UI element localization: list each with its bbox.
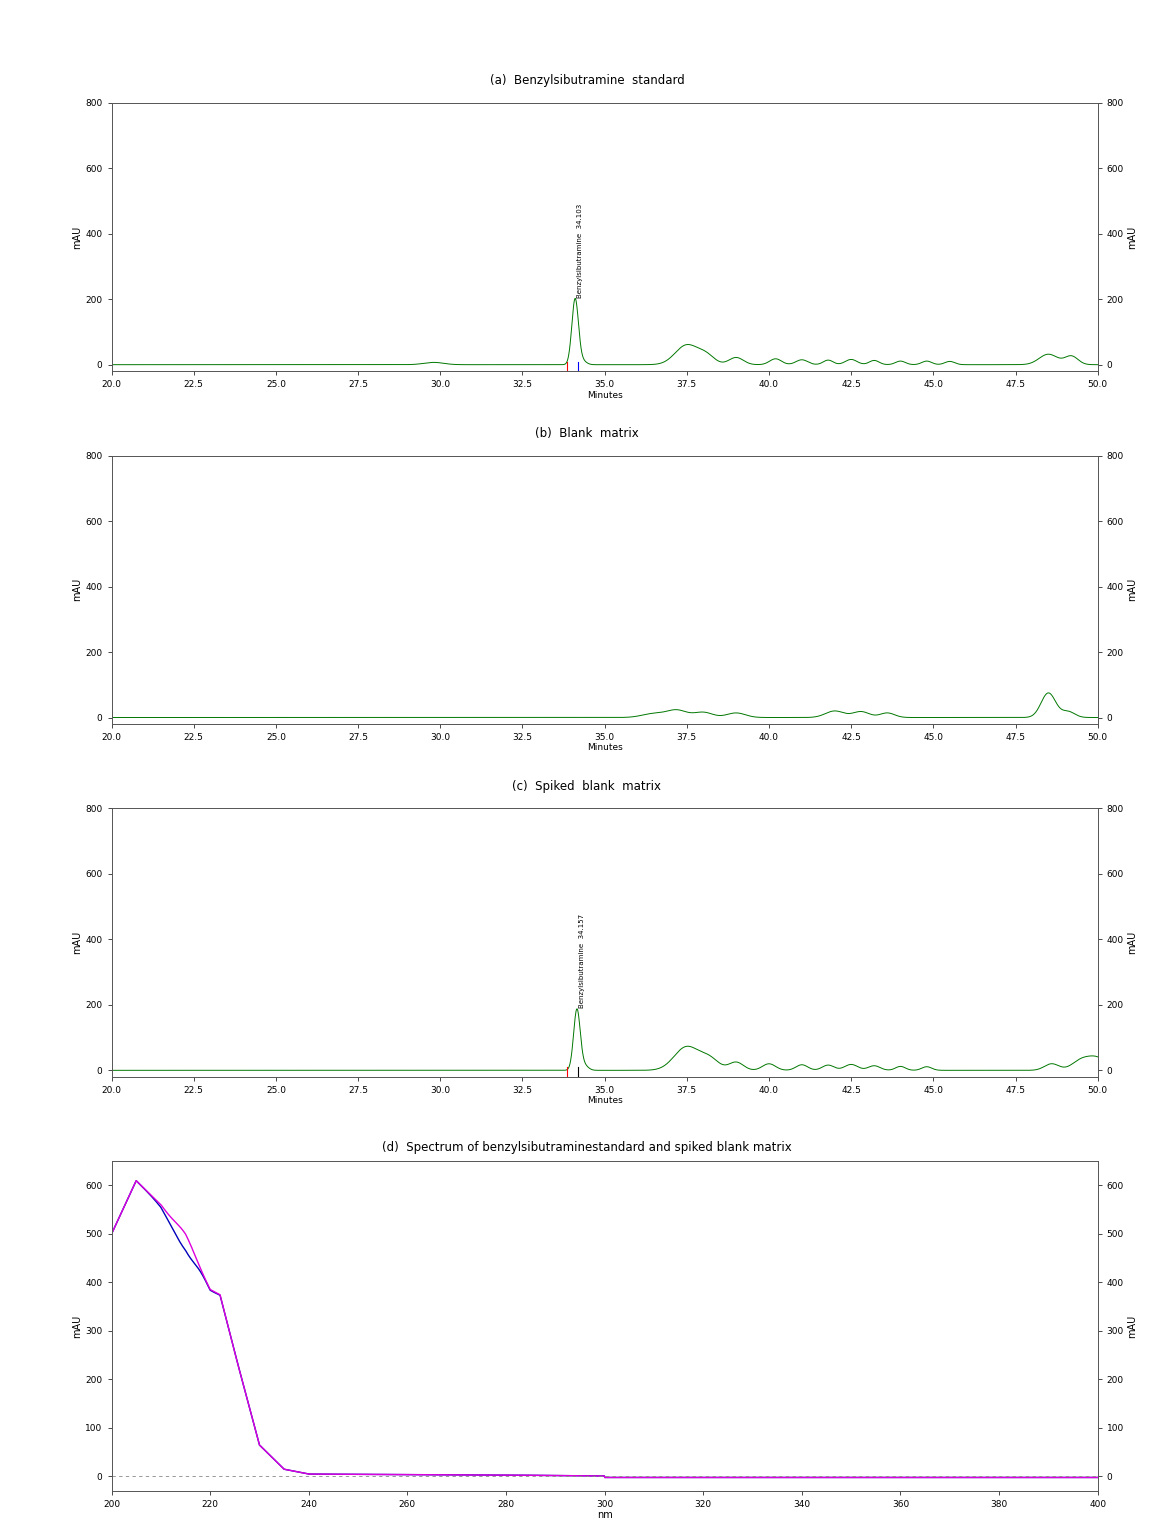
Y-axis label: mAU: mAU [1127,225,1136,249]
Text: Benzylsibutramine  34.157: Benzylsibutramine 34.157 [579,914,585,1008]
Y-axis label: mAU: mAU [73,225,82,249]
Y-axis label: mAU: mAU [73,1315,82,1338]
X-axis label: nm: nm [596,1511,613,1520]
Text: (a)  Benzylsibutramine  standard: (a) Benzylsibutramine standard [490,75,684,87]
Y-axis label: mAU: mAU [1127,931,1136,954]
Y-axis label: mAU: mAU [1127,578,1136,601]
Y-axis label: mAU: mAU [73,931,82,954]
X-axis label: Minutes: Minutes [587,391,622,400]
Y-axis label: mAU: mAU [73,578,82,601]
X-axis label: Minutes: Minutes [587,1097,622,1106]
Text: Benzylsibutramine  34.103: Benzylsibutramine 34.103 [578,204,583,298]
Text: (d)  Spectrum of benzylsibutraminestandard and spiked blank matrix: (d) Spectrum of benzylsibutraminestandar… [382,1141,792,1154]
Y-axis label: mAU: mAU [1127,1315,1136,1338]
Text: (c)  Spiked  blank  matrix: (c) Spiked blank matrix [513,781,661,793]
Text: (b)  Blank  matrix: (b) Blank matrix [535,428,639,440]
X-axis label: Minutes: Minutes [587,744,622,753]
